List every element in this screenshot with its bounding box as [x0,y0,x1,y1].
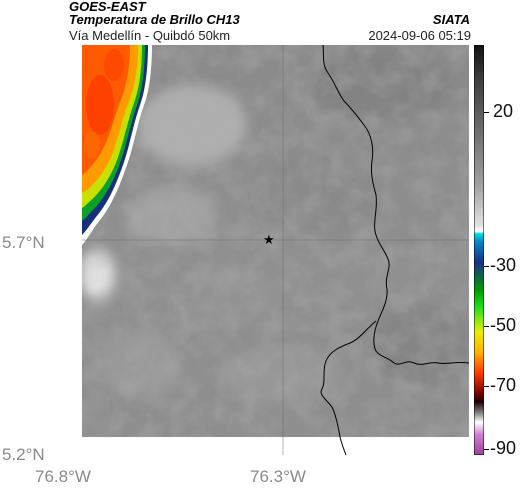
cbar-tick-m90: -90 [490,438,517,458]
lat-label-5.7N: 5.7°N [2,233,45,252]
satellite-name: GOES-EAST [69,0,146,14]
convective-cloud [82,45,152,245]
product-title: Temperatura de Brillo CH13 [69,12,240,27]
cbar-tick-20: 20 [493,101,514,121]
brightness-temperature-map: ★ [82,45,469,455]
cloud-grain [82,45,469,437]
timestamp-label: 2024-09-06 05:19 [368,28,471,43]
lat-label-5.2N: 5.2°N [2,445,45,464]
department-boundary-south [320,320,377,455]
map-panel: ★ [82,45,469,455]
cbar-tick-m50: -50 [490,315,517,335]
department-boundary [322,45,469,365]
cbar-tick-m70: -70 [490,375,517,395]
colorbar [473,44,485,456]
colorbar-gradient [473,44,485,456]
cbar-tickmark-m90 [484,449,489,450]
cbar-tickmark-m50 [484,326,489,327]
no-data-strip [82,437,469,455]
cbar-tick-m30: -30 [490,255,517,275]
agency-label: SIATA [432,12,470,27]
location-marker: ★ [263,232,275,247]
region-label: Vía Medellín - Quibdó 50km [69,28,231,43]
cbar-tickmark-m70 [484,386,489,387]
lon-label-76.8W: 76.8°W [35,467,91,486]
cbar-tickmark-20 [484,112,489,113]
lon-label-76.3W: 76.3°W [250,467,306,486]
cbar-tickmark-m30 [484,266,489,267]
